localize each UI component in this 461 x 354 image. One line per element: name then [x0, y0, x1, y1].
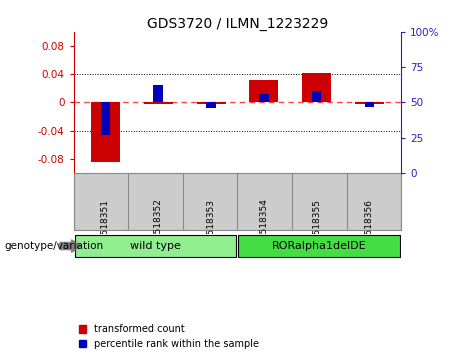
Bar [249, 80, 278, 102]
Bar [196, 102, 225, 104]
Text: GSM518354: GSM518354 [259, 199, 268, 253]
Text: wild type: wild type [130, 241, 181, 251]
Bar [259, 94, 269, 102]
Bar [365, 102, 374, 107]
Bar [355, 102, 384, 104]
Bar [312, 91, 321, 102]
Bar [91, 102, 120, 162]
Text: GSM518356: GSM518356 [365, 199, 374, 253]
Title: GDS3720 / ILMN_1223229: GDS3720 / ILMN_1223229 [147, 17, 328, 31]
Bar [154, 85, 163, 102]
Bar [302, 73, 331, 102]
Bar [100, 102, 110, 135]
Bar [144, 102, 173, 104]
Text: GSM518353: GSM518353 [207, 199, 216, 253]
Text: RORalpha1delDE: RORalpha1delDE [272, 241, 366, 251]
FancyBboxPatch shape [238, 235, 400, 257]
Text: GSM518351: GSM518351 [101, 199, 110, 253]
Text: GSM518352: GSM518352 [154, 199, 163, 253]
Legend: transformed count, percentile rank within the sample: transformed count, percentile rank withi… [79, 324, 259, 349]
Text: genotype/variation: genotype/variation [5, 241, 104, 251]
Text: GSM518355: GSM518355 [312, 199, 321, 253]
FancyBboxPatch shape [75, 235, 236, 257]
Bar [206, 102, 216, 108]
